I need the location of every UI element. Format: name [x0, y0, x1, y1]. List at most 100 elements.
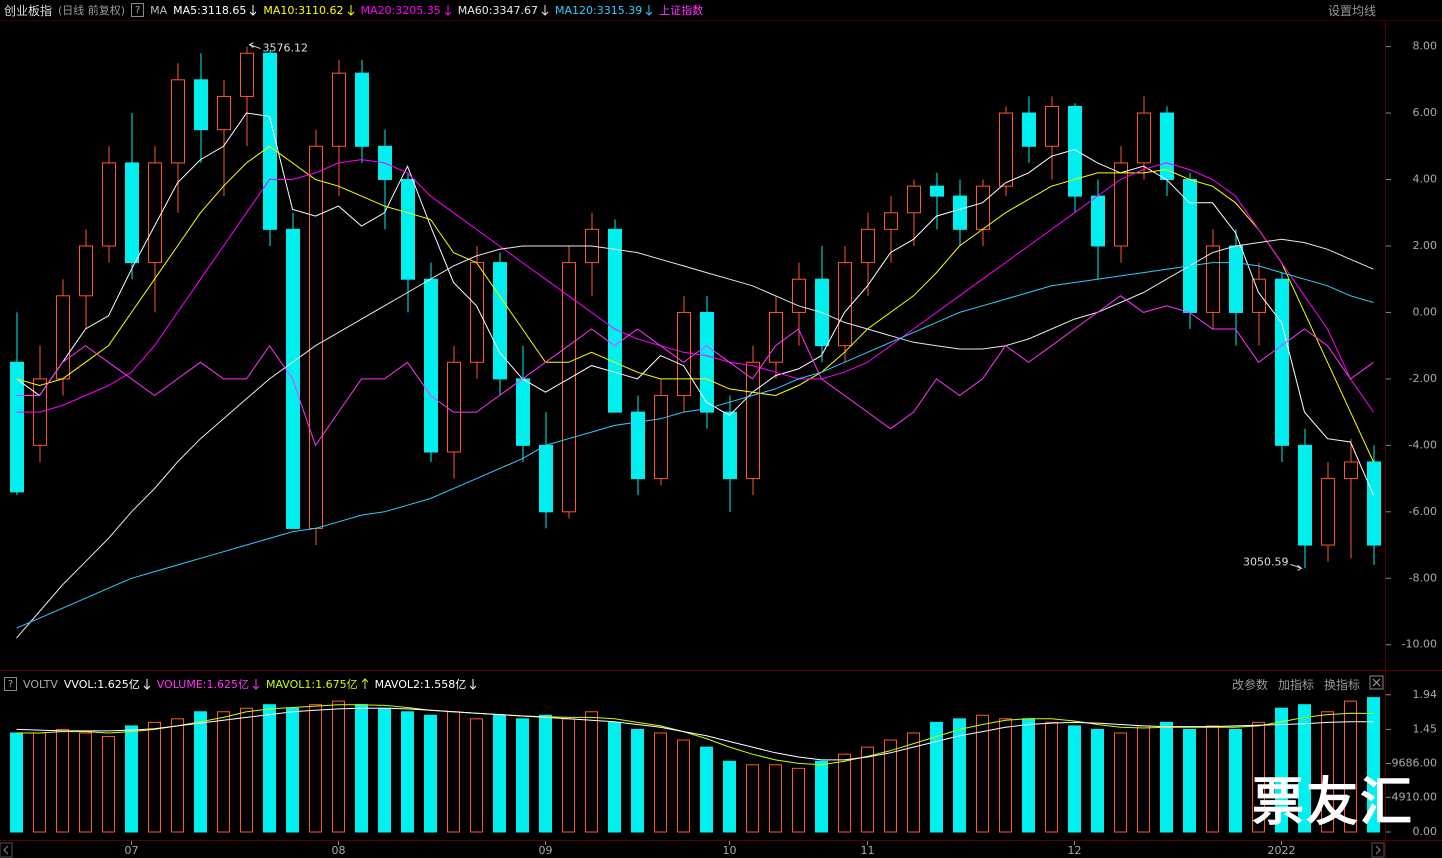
x-tick-label: 09: [539, 844, 553, 857]
volume-bar: [953, 718, 966, 833]
candle-body: [10, 361, 24, 493]
candle-body: [631, 411, 645, 480]
volume-bar: [1160, 721, 1173, 833]
y-tick-label: -6.00: [1409, 505, 1437, 518]
settings-button[interactable]: 设置均线: [1327, 4, 1376, 18]
volume-bar: [470, 718, 483, 833]
x-tick-label: 2022: [1268, 844, 1296, 857]
panel-button[interactable]: 改参数: [1231, 678, 1268, 692]
scroll-right[interactable]: [1371, 842, 1385, 858]
volume-bar: [516, 718, 529, 833]
candle-body: [1367, 461, 1381, 546]
candle-body: [493, 262, 507, 380]
series-line: [16, 262, 1374, 629]
y-tick-label: 0.00: [1413, 305, 1438, 318]
volume-bar: [700, 746, 713, 833]
panel-button[interactable]: 加指标: [1277, 678, 1314, 692]
y-tick-label: -8.00: [1409, 571, 1437, 584]
volume-bar: [148, 721, 161, 833]
volume-bar: [194, 711, 207, 833]
volume-bar: [1068, 725, 1081, 833]
volume-bar: [815, 760, 828, 833]
volume-bar: [907, 732, 920, 833]
trend-icon: [249, 5, 257, 16]
candle-body: [447, 361, 461, 453]
scroll-left[interactable]: [0, 842, 13, 858]
candle-body: [953, 195, 967, 230]
close-icon: [1372, 678, 1381, 687]
y-tick-label: 6.00: [1413, 106, 1438, 119]
candle-body: [1298, 444, 1312, 546]
volume-bar: [1275, 707, 1288, 833]
volume-bar: [999, 718, 1012, 833]
candle-body: [1321, 478, 1335, 546]
candle-body: [654, 395, 668, 480]
y-tick-label: 4910.00: [1392, 790, 1438, 803]
volume-bar: [1344, 700, 1357, 833]
candle-body: [723, 411, 737, 480]
trend-icon: [645, 5, 653, 16]
trend-icon: [469, 679, 477, 690]
candle-body: [746, 361, 760, 480]
close-button[interactable]: [1369, 675, 1384, 690]
volume-bar: [217, 711, 230, 833]
candle-body: [1252, 278, 1266, 313]
annotation: 3050.59: [1243, 555, 1289, 568]
trend-icon: [143, 679, 151, 690]
series-line: [16, 704, 1374, 766]
candle-body: [332, 72, 346, 147]
annotation-arrow: [1290, 563, 1303, 571]
candle-body: [884, 212, 898, 230]
y-tick-label: 0.00: [1413, 825, 1438, 838]
candle-body: [240, 52, 254, 97]
volume-bar: [493, 714, 506, 833]
trend-icon: [252, 679, 260, 690]
volume-bar: [792, 767, 805, 833]
candle-body: [677, 311, 691, 397]
candle-body: [424, 278, 438, 453]
index-name: 创业板指: [4, 3, 53, 18]
volume-bar: [263, 704, 276, 833]
candle-body: [861, 228, 875, 264]
candle-body: [56, 295, 70, 380]
volume-bar: [1091, 728, 1104, 833]
scroll-right-icon: [1375, 845, 1381, 855]
trend-icon: [347, 5, 354, 16]
help-button[interactable]: ?: [131, 3, 145, 17]
volume-bar: [1022, 718, 1035, 833]
candle-body: [838, 262, 852, 347]
y-tick-label: -10.00: [1402, 638, 1437, 651]
volume-bar: [930, 721, 943, 833]
volume-bar: [1183, 728, 1196, 833]
trend-icon: [361, 678, 368, 689]
volume-bar: [286, 707, 299, 833]
volume-bar: [769, 764, 782, 833]
candle-body: [1229, 245, 1243, 313]
volume-bar: [125, 725, 138, 833]
candle-body: [608, 228, 622, 413]
candle-body: [516, 378, 530, 446]
panel-button[interactable]: 换指标: [1323, 678, 1360, 692]
candle-body: [562, 262, 576, 513]
candle-body: [148, 162, 162, 264]
help-button[interactable]: ?: [4, 677, 17, 691]
volume-bar: [976, 714, 989, 833]
legend-entry: VOLUME:1.625亿: [157, 676, 260, 692]
candle-body: [263, 52, 277, 230]
ma-label: MA: [150, 3, 168, 17]
legend-entry: MAVOL1:1.675亿: [266, 676, 369, 692]
y-tick-label: 4.00: [1413, 173, 1438, 186]
y-tick-label: -4.00: [1409, 438, 1437, 451]
y-tick-label: -2.00: [1409, 372, 1437, 385]
indicator-name: VOLTV: [23, 677, 58, 691]
volume-bar: [240, 707, 253, 833]
period: (日线 前复权): [58, 4, 126, 17]
price-legend: 创业板指 (日线 前复权)? MA MA5:3118.65 MA10:3110.62 MA…: [4, 0, 709, 20]
volume-bar: [746, 764, 759, 833]
volume-bar: [1229, 728, 1242, 833]
candle-body: [1275, 278, 1289, 446]
x-tick-label: 12: [1068, 844, 1082, 857]
